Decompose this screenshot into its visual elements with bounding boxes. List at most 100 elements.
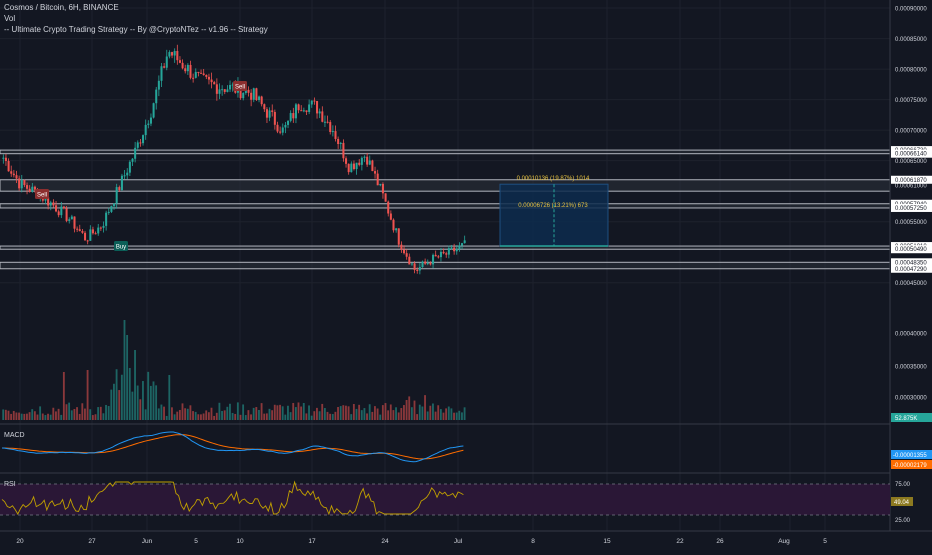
candle-body[interactable]: [218, 89, 221, 94]
candle-body[interactable]: [421, 261, 424, 268]
candle-body[interactable]: [55, 205, 58, 212]
candle-body[interactable]: [305, 110, 308, 112]
candle-body[interactable]: [384, 193, 387, 202]
candle-body[interactable]: [250, 92, 253, 100]
candle-body[interactable]: [437, 256, 440, 258]
candle-body[interactable]: [231, 84, 234, 86]
candle-body[interactable]: [178, 60, 181, 63]
candle-body[interactable]: [403, 249, 406, 254]
candle-body[interactable]: [181, 62, 184, 69]
candle-body[interactable]: [318, 111, 321, 114]
candle-body[interactable]: [321, 111, 324, 122]
candle-body[interactable]: [200, 72, 203, 74]
candle-body[interactable]: [371, 160, 374, 172]
candle-body[interactable]: [268, 110, 271, 118]
candle-body[interactable]: [271, 110, 274, 112]
candle-body[interactable]: [458, 245, 461, 250]
candle-body[interactable]: [363, 156, 366, 158]
candle-body[interactable]: [410, 263, 413, 265]
candle-body[interactable]: [70, 216, 73, 220]
candle-body[interactable]: [429, 262, 432, 265]
candle-body[interactable]: [297, 104, 300, 111]
price-axis[interactable]: 0.00090000 0.00085000 0.00080000 0.00075000…: [891, 7, 932, 524]
candle-body[interactable]: [23, 179, 26, 186]
candle-body[interactable]: [447, 248, 450, 255]
candle-body[interactable]: [300, 110, 303, 112]
macd-pane[interactable]: [1, 431, 464, 463]
candle-body[interactable]: [4, 157, 7, 161]
candle-body[interactable]: [18, 178, 21, 189]
candle-body[interactable]: [31, 186, 34, 192]
candle-body[interactable]: [113, 203, 116, 207]
candle-body[interactable]: [400, 244, 403, 250]
candle-body[interactable]: [60, 206, 63, 216]
candle-body[interactable]: [139, 142, 142, 144]
candle-body[interactable]: [26, 185, 29, 189]
candle-body[interactable]: [463, 240, 466, 244]
candle-body[interactable]: [326, 121, 329, 123]
candle-body[interactable]: [323, 121, 326, 123]
candle-body[interactable]: [413, 263, 416, 270]
candle-body[interactable]: [173, 50, 176, 56]
candle-body[interactable]: [57, 211, 60, 216]
candle-body[interactable]: [302, 110, 305, 112]
candle-body[interactable]: [207, 76, 210, 80]
candle-body[interactable]: [358, 162, 361, 165]
candle-body[interactable]: [366, 156, 369, 165]
candle-body[interactable]: [197, 71, 200, 73]
candle-body[interactable]: [210, 79, 213, 83]
candle-body[interactable]: [279, 131, 282, 133]
candle-body[interactable]: [439, 251, 442, 258]
candle-body[interactable]: [99, 227, 102, 229]
candle-body[interactable]: [176, 50, 179, 61]
candle-body[interactable]: [123, 175, 126, 177]
candle-body[interactable]: [461, 243, 464, 246]
candle-body[interactable]: [387, 201, 390, 214]
candle-body[interactable]: [379, 183, 382, 186]
candle-body[interactable]: [149, 117, 152, 124]
candle-body[interactable]: [7, 160, 10, 172]
candle-body[interactable]: [10, 171, 13, 174]
candle-body[interactable]: [273, 111, 276, 125]
candle-body[interactable]: [94, 233, 97, 235]
candle-body[interactable]: [450, 247, 453, 249]
candle-body[interactable]: [342, 142, 345, 159]
candle-body[interactable]: [426, 262, 429, 264]
candle-body[interactable]: [142, 135, 145, 144]
candle-body[interactable]: [97, 227, 100, 234]
candle-body[interactable]: [184, 68, 187, 72]
candle-body[interactable]: [86, 240, 89, 242]
candle-body[interactable]: [453, 247, 456, 252]
candle-body[interactable]: [381, 183, 384, 194]
candle-body[interactable]: [339, 142, 342, 144]
candle-body[interactable]: [329, 122, 332, 132]
candle-body[interactable]: [308, 104, 311, 112]
candle-body[interactable]: [136, 142, 139, 148]
candle-body[interactable]: [165, 56, 168, 68]
candle-body[interactable]: [392, 219, 395, 231]
candle-body[interactable]: [189, 64, 192, 78]
candle-body[interactable]: [115, 187, 118, 204]
candle-body[interactable]: [244, 89, 247, 93]
candle-body[interactable]: [89, 229, 92, 241]
candle-body[interactable]: [405, 253, 408, 257]
candle-body[interactable]: [247, 89, 250, 93]
candle-body[interactable]: [65, 208, 68, 221]
candle-body[interactable]: [284, 124, 287, 128]
candle-body[interactable]: [68, 219, 71, 221]
candle-body[interactable]: [128, 161, 131, 173]
candle-body[interactable]: [213, 82, 216, 85]
candle-body[interactable]: [331, 131, 334, 133]
candle-body[interactable]: [265, 109, 268, 118]
candle-body[interactable]: [2, 157, 5, 159]
candle-body[interactable]: [28, 188, 31, 192]
candle-body[interactable]: [118, 187, 121, 191]
candle-body[interactable]: [313, 100, 316, 102]
candle-body[interactable]: [78, 229, 81, 231]
candle-body[interactable]: [374, 171, 377, 174]
candle-body[interactable]: [360, 157, 363, 165]
candle-body[interactable]: [147, 123, 150, 125]
candle-body[interactable]: [424, 261, 427, 264]
candle-body[interactable]: [350, 163, 353, 173]
candle-body[interactable]: [171, 52, 174, 56]
